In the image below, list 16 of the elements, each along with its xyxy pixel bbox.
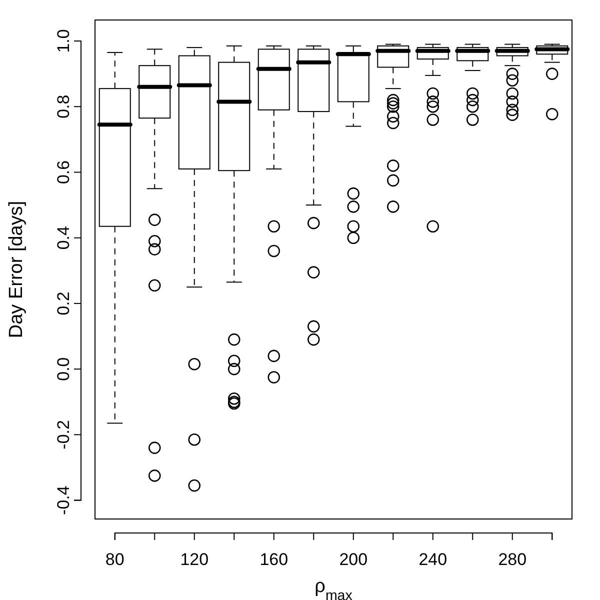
x-tick-label: 200 (339, 550, 368, 570)
y-tick-label: 1.0 (54, 29, 73, 53)
y-tick-label: 0.8 (54, 94, 73, 118)
x-tick-label: 160 (260, 550, 288, 570)
y-tick-label: -0.2 (54, 420, 73, 450)
y-tick-label: 0.6 (54, 160, 73, 184)
x-axis-title: ρ$_{max}$ (314, 576, 352, 600)
y-tick-label: 0.4 (54, 226, 73, 250)
x-tick-label: 280 (498, 550, 527, 570)
x-tick-label: 120 (180, 550, 209, 570)
x-tick-label: 240 (418, 550, 448, 570)
y-tick-label: 0.0 (54, 357, 73, 381)
y-tick-label: -0.4 (54, 486, 73, 515)
y-tick-label: 0.2 (54, 292, 73, 316)
x-tick-label: 80 (105, 550, 124, 570)
y-axis-title: Day Error [days] (6, 200, 27, 338)
